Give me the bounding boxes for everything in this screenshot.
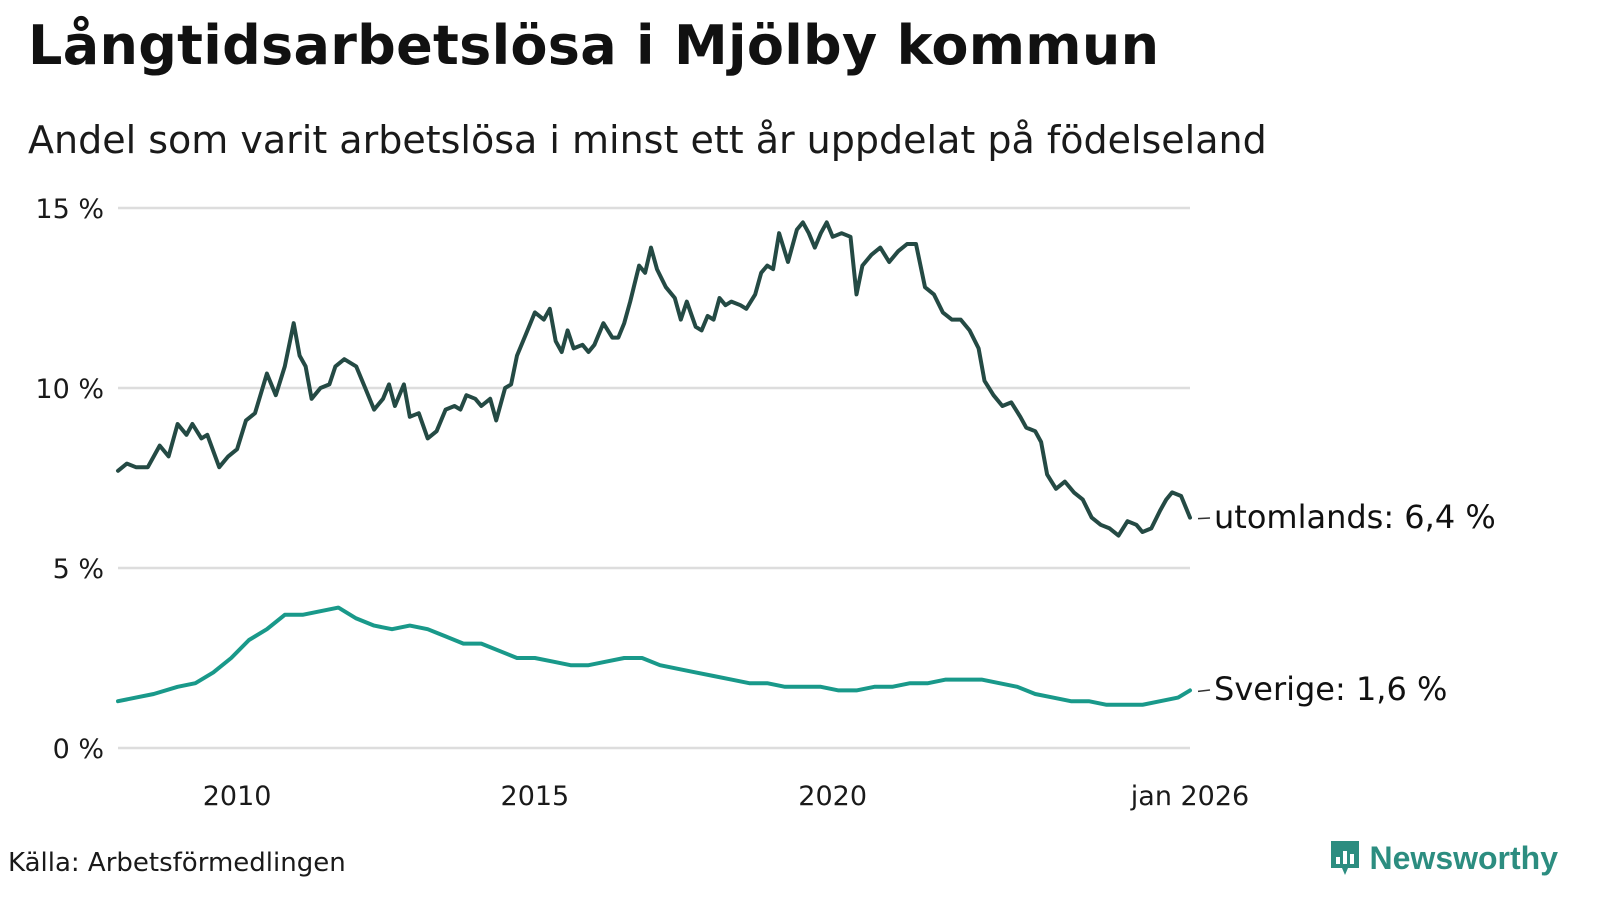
y-tick-label: 15 % [35, 194, 104, 225]
brand-name: Newsworthy [1369, 839, 1558, 876]
chart-title: Långtidsarbetslösa i Mjölby kommun [28, 14, 1160, 77]
series-lines [116, 220, 1192, 707]
newsworthy-logo: Newsworthy [1328, 838, 1558, 878]
y-tick-label: 10 % [35, 374, 104, 405]
x-tick-label: jan 2026 [1130, 781, 1249, 812]
y-axis-ticks: 0 % 5 % 10 % 15 % [35, 194, 104, 765]
end-label-connector [1197, 689, 1211, 693]
series-line-utomlands [116, 220, 1192, 538]
end-label-connector [1197, 517, 1211, 520]
x-axis-ticks: 2010 2015 2020 jan 2026 [203, 781, 1249, 812]
y-tick-label: 5 % [53, 554, 104, 585]
x-tick-label: 2015 [501, 781, 570, 812]
series-end-labels: utomlands: 6,4 % Sverige: 1,6 % [1197, 498, 1496, 708]
gridlines [118, 206, 1190, 750]
end-label-sverige: Sverige: 1,6 % [1214, 670, 1447, 708]
source-note: Källa: Arbetsförmedlingen [8, 848, 346, 878]
newsworthy-logo-icon [1330, 841, 1359, 875]
end-label-utomlands: utomlands: 6,4 % [1214, 498, 1496, 536]
chart-subtitle: Andel som varit arbetslösa i minst ett å… [28, 118, 1267, 162]
series-line-sverige [116, 605, 1192, 707]
x-tick-label: 2020 [798, 781, 867, 812]
y-tick-label: 0 % [53, 734, 104, 765]
x-tick-label: 2010 [203, 781, 272, 812]
